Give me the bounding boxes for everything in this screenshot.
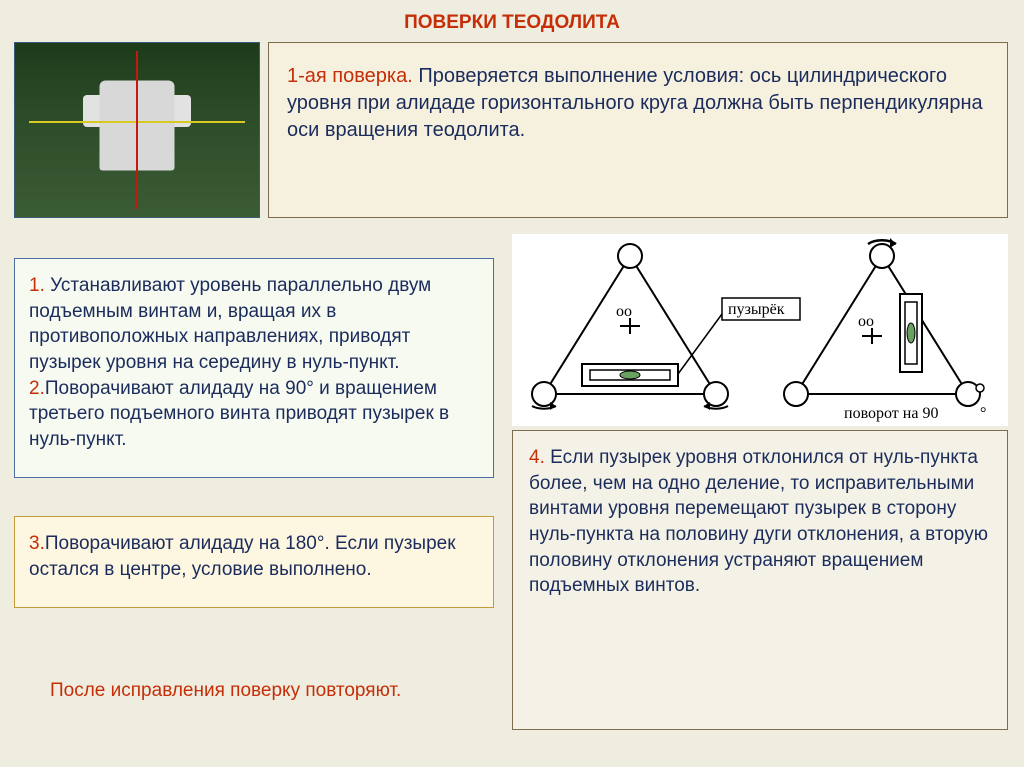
step-4-panel: 4. Если пузырек уровня отклонился от нул…	[512, 430, 1008, 730]
step1-text: Устанавливают уровень параллельно двум п…	[29, 275, 431, 373]
step-3-panel: 3.Поворачивают алидаду на 180°. Если пуз…	[14, 516, 494, 608]
footer-note: После исправления поверку повторяют.	[50, 680, 401, 702]
step2-text: Поворачивают алидаду на 90° и вращением …	[29, 378, 449, 450]
diagram-triangle-2: оо	[784, 238, 984, 406]
diagram-triangle-1: оо	[532, 244, 728, 410]
vertical-axis-line	[136, 51, 138, 209]
rotate-label: поворот на 90	[844, 405, 938, 422]
step4-number: 4.	[529, 447, 545, 468]
oo-mark-2: оо	[858, 313, 874, 330]
check1-panel: 1-ая поверка. Проверяется выполнение усл…	[268, 42, 1008, 218]
step3-number: 3.	[29, 533, 45, 554]
leveling-diagram: оо пузырёк оо	[512, 234, 1008, 426]
steps-1-2-panel: 1. Устанавливают уровень параллельно дву…	[14, 258, 494, 478]
theodolite-photo	[14, 42, 260, 218]
oo-mark-1: оо	[616, 303, 632, 320]
step4-text: Если пузырек уровня отклонился от нуль-п…	[529, 447, 988, 596]
step3-text: Поворачивают алидаду на 180°. Если пузыр…	[29, 533, 456, 580]
step1-number: 1.	[29, 275, 45, 296]
check1-label: 1-ая поверка.	[287, 65, 413, 87]
bubble-label: пузырёк	[728, 301, 785, 318]
step2-number: 2.	[29, 378, 45, 399]
page-title: ПОВЕРКИ ТЕОДОЛИТА	[0, 0, 1024, 44]
degree-symbol: °	[980, 405, 986, 422]
